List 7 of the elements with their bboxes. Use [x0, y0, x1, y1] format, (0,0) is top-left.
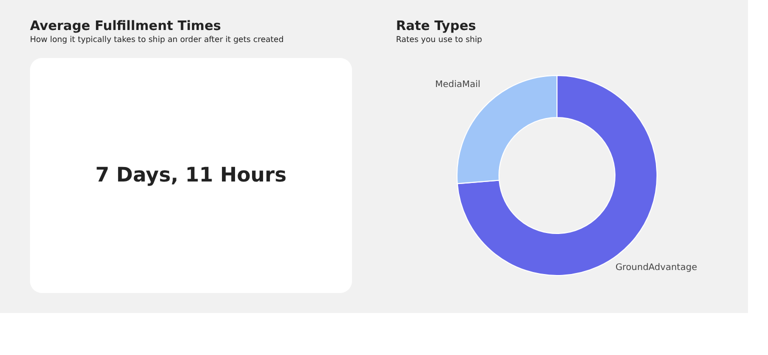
- text: 7 Days, 11 Hours: [95, 162, 287, 186]
- chart-title: Rate Types: [396, 19, 476, 34]
- slice-label: MediaMail: [435, 80, 480, 90]
- chart-subtitle: Rates you use to ship: [396, 35, 482, 44]
- slice-label: GroundAdvantage: [615, 262, 698, 273]
- text: How long it typically takes to ship an order after it gets created: [30, 35, 284, 44]
- text: Average Fulfillment Times: [30, 19, 222, 34]
